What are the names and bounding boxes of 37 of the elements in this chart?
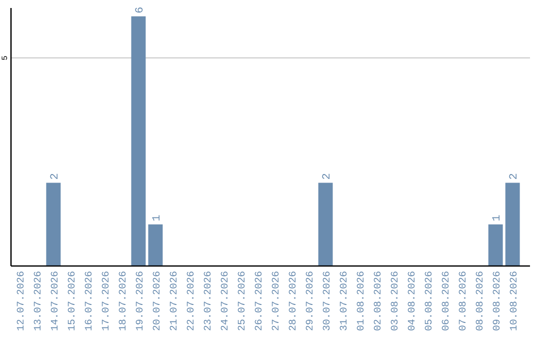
data-label: 6 bbox=[134, 6, 146, 14]
x-tick-label: 21.07.2026 bbox=[169, 271, 180, 332]
x-tick-label: 25.07.2026 bbox=[237, 271, 248, 332]
x-tick-label: 14.07.2026 bbox=[50, 271, 62, 332]
x-tick-label: 07.08.2026 bbox=[458, 271, 470, 332]
x-tick-label: 23.07.2026 bbox=[203, 271, 214, 332]
x-tick-label: 16.07.2026 bbox=[84, 271, 96, 332]
data-label: 1 bbox=[151, 214, 164, 222]
x-tick-label: 27.07.2026 bbox=[272, 271, 283, 332]
x-tick-label: 28.07.2026 bbox=[288, 271, 300, 332]
x-tick-label: 22.07.2026 bbox=[186, 271, 198, 332]
x-tick-label: 02.08.2026 bbox=[374, 271, 385, 332]
x-tick-label: 10.08.2026 bbox=[510, 271, 521, 332]
x-tick-label: 05.08.2026 bbox=[424, 271, 436, 332]
data-label: 2 bbox=[508, 173, 521, 180]
x-tick-label: 03.08.2026 bbox=[390, 271, 402, 332]
x-tick-label: 30.07.2026 bbox=[322, 271, 334, 332]
x-tick-label: 29.07.2026 bbox=[306, 271, 317, 332]
x-tick-label: 04.08.2026 bbox=[408, 271, 419, 332]
data-label: 2 bbox=[49, 173, 62, 180]
x-tick-label: 31.07.2026 bbox=[340, 271, 351, 332]
x-tick-label: 26.07.2026 bbox=[254, 271, 266, 332]
x-tick-label: 18.07.2026 bbox=[118, 271, 130, 332]
data-label: 1 bbox=[492, 214, 504, 222]
x-tick-label: 09.08.2026 bbox=[492, 271, 504, 332]
x-tick-label: 17.07.2026 bbox=[101, 271, 112, 332]
x-tick-label: 15.07.2026 bbox=[67, 271, 78, 332]
x-tick-label: 08.08.2026 bbox=[476, 271, 487, 332]
x-tick-label: 12.07.2026 bbox=[16, 271, 28, 332]
x-tick-label: 06.08.2026 bbox=[442, 271, 453, 332]
y-tick-label: 5 bbox=[1, 55, 10, 60]
x-tick-label: 19.07.2026 bbox=[135, 271, 146, 332]
data-label: 2 bbox=[322, 173, 334, 180]
x-tick-label: 01.08.2026 bbox=[356, 271, 368, 332]
x-tick-label: 24.07.2026 bbox=[220, 271, 232, 332]
x-tick-label: 20.07.2026 bbox=[152, 271, 164, 332]
x-tick-label: 13.07.2026 bbox=[33, 271, 44, 332]
